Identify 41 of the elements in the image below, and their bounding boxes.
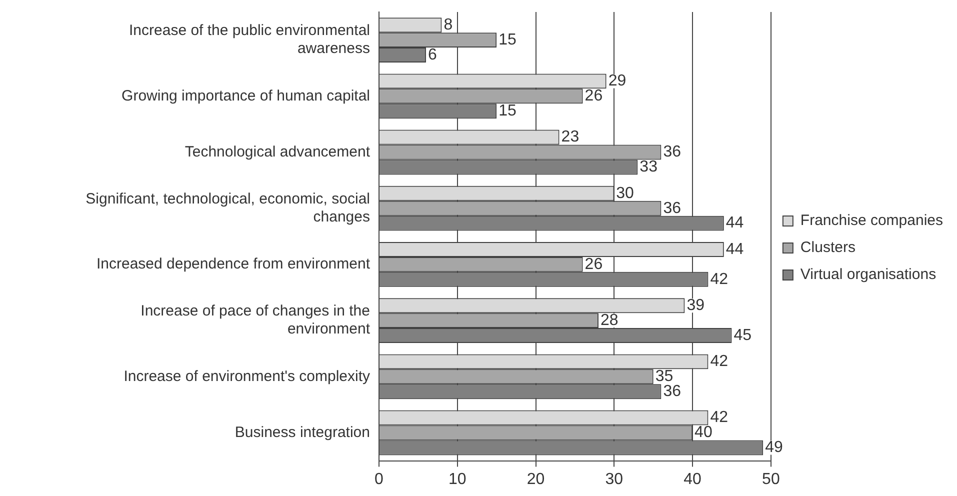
data-label: 36 [663,200,682,217]
y-tick-label: Significant, technological, economic, social changes [86,190,370,226]
y-tick-label: Business integration [234,424,370,441]
data-label: 44 [726,214,744,232]
x-tick-label: 50 [762,470,780,488]
data-label: 36 [663,144,682,161]
data-label: 42 [710,353,728,370]
data-label: 33 [640,158,658,176]
data-label: 49 [765,439,783,456]
legend-label: Franchise companies [800,212,944,230]
data-label: 29 [608,72,626,90]
data-label: 44 [726,240,744,258]
y-tick-label: Technological advancement [184,143,371,160]
data-label: 8 [444,16,453,34]
data-label: 30 [616,184,634,202]
y-tick-label: Increased dependence from environment [96,256,371,273]
data-label: 35 [655,368,674,386]
data-label: 26 [584,88,603,105]
data-label: 28 [600,312,618,329]
data-label: 36 [663,383,682,400]
x-tick-label: 30 [605,470,624,488]
data-label: 26 [584,256,603,273]
data-label: 15 [498,31,516,48]
data-label: 6 [428,46,438,64]
y-tick-label: Increase of the public environmental awareness [129,22,370,58]
x-tick-label: 0 [374,470,384,488]
data-label: 42 [710,409,728,426]
data-label: 39 [686,296,705,314]
data-label: 42 [710,270,728,288]
y-tick-label: Growing importance of human capital [122,87,370,104]
x-tick-label: 40 [684,470,702,488]
data-label: 45 [734,326,752,344]
y-tick-label: Increase of environment's complexity [124,368,370,385]
x-tick-label: 10 [448,470,466,488]
y-tick-label: Increase of pace of changes in the environment [140,302,371,338]
data-label: 40 [694,424,712,442]
legend-label: Clusters [800,239,856,256]
data-label: 15 [498,102,516,120]
legend-label: Virtual organisations [800,266,936,284]
x-tick-label: 20 [526,470,545,488]
data-label: 23 [561,128,580,146]
